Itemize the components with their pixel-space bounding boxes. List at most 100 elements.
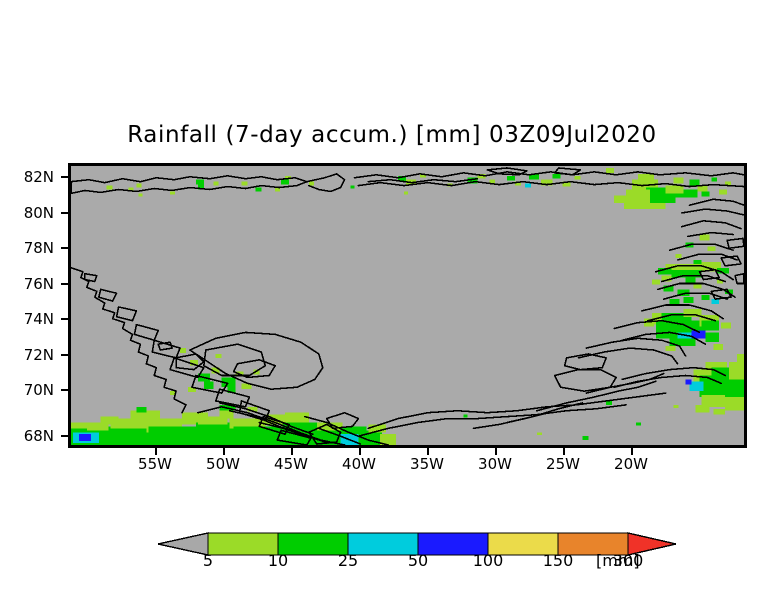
coastline-baffin-detail-2 [97, 288, 118, 302]
coastline-east-fjord-k [668, 243, 734, 251]
colorbar-label-150: 150 [542, 551, 574, 570]
coastline-south-greenland [367, 392, 667, 430]
coastline-baffin-detail-1 [84, 272, 98, 283]
map-plot-area [68, 163, 747, 448]
x-axis-label-35W: 35W [410, 455, 444, 473]
coastline-scoresby [621, 366, 726, 381]
y-axis-tick-82N [61, 176, 68, 178]
map-background [71, 166, 744, 445]
colorbar-label-100: 100 [472, 551, 504, 570]
coastline-disko-island [175, 353, 205, 371]
y-axis-tick-74N [61, 318, 68, 320]
x-axis-label-40W: 40W [342, 455, 376, 473]
x-axis-tick-55W [155, 448, 157, 455]
x-axis-tick-30W [495, 448, 497, 455]
coastline-layer [71, 167, 744, 445]
coastline-sw-detail [304, 415, 389, 445]
coastline-east-fjord-h [662, 292, 728, 300]
coastline-north-island-2 [553, 167, 582, 176]
x-axis-tick-45W [291, 448, 293, 455]
rainfall-region-scattered [350, 185, 679, 441]
coastline-east-fjord-f [647, 314, 717, 322]
x-axis-tick-40W [359, 448, 361, 455]
coastline-north-channel-a [367, 177, 479, 184]
y-axis-tick-80N [61, 212, 68, 214]
coastline-north-greenland [353, 171, 744, 179]
coastline-baffin-detail-6 [169, 357, 205, 379]
y-axis-label-74N: 74N [23, 310, 54, 328]
y-axis-label-82N: 82N [23, 168, 54, 186]
colorbar: 5 10 25 50 100 150 300 [mm] [0, 525, 784, 585]
y-axis-tick-70N [61, 389, 68, 391]
x-axis-tick-35W [427, 448, 429, 455]
coastline-east-fjord-o [688, 198, 744, 206]
colorbar-swatches [157, 532, 677, 556]
coastline-south-inner [308, 423, 342, 445]
y-axis-tick-78N [61, 247, 68, 249]
x-axis-label-50W: 50W [206, 455, 240, 473]
map-canvas [71, 166, 744, 445]
y-axis-label-68N: 68N [23, 427, 54, 445]
coastline-sw-inland [258, 421, 330, 444]
y-axis-label-70N: 70N [23, 381, 54, 399]
coastline-nares-strait [306, 173, 346, 193]
coastline-east-inner-2 [472, 411, 550, 430]
coastline-baffin-detail-8 [214, 388, 251, 408]
coastline-north-island-1 [486, 167, 528, 176]
coastline-ellesmere [71, 175, 308, 195]
chart-title: Rainfall (7-day accum.) [mm] 03Z09Jul202… [127, 122, 657, 148]
y-axis-label-78N: 78N [23, 239, 54, 257]
coastline-baffin-detail-7 [191, 374, 229, 394]
coastline-disko-bay [203, 343, 267, 377]
coastline-south-greenland-2 [357, 404, 627, 437]
colorbar-label-50: 50 [407, 551, 429, 570]
rainfall-region-southeast-cluster [643, 308, 732, 352]
x-axis-tick-25W [563, 448, 565, 455]
rainfall-region-east-fjords [651, 234, 734, 306]
colorbar-label-300: 300 [612, 551, 644, 570]
x-axis-tick-50W [223, 448, 225, 455]
rainfall-region-greenland-sea [685, 353, 744, 415]
coastline-baffin-detail-3 [115, 306, 138, 322]
coastline-east-island-2 [726, 237, 744, 250]
colorbar-segment-above-300 [627, 532, 677, 556]
coastline-south-bay [325, 411, 360, 430]
coastline-east-margin [536, 380, 657, 412]
x-axis-label-30W: 30W [478, 455, 512, 473]
coastline-inland-margin [189, 331, 324, 390]
y-axis-tick-68N [61, 435, 68, 437]
coastline-east-island-4 [698, 268, 721, 281]
coastline-east-fjord-e [641, 304, 724, 320]
coastline-east-fjord-i [654, 265, 734, 281]
coastline-east-fjord-b [577, 347, 679, 365]
colorbar-label-25: 25 [337, 551, 359, 570]
coastline-east-island-3 [710, 288, 732, 300]
coastline-east-island-5 [734, 272, 744, 285]
colorbar-unit-label: [mm] [596, 551, 640, 570]
y-axis-label-80N: 80N [23, 204, 54, 222]
coastline-north-greenland-inner [357, 180, 744, 188]
x-axis-label-55W: 55W [138, 455, 172, 473]
coastline-east-fjord-m [680, 220, 742, 230]
y-axis-label-76N: 76N [23, 275, 54, 293]
coastline-sw-fjord-1 [218, 402, 314, 436]
coastline-east-fjord-a [585, 337, 687, 357]
rainfall-region-north-canada [106, 175, 314, 197]
coastline-inland-small [232, 359, 276, 379]
coastline-east-island-1 [720, 255, 742, 267]
coastline-east-fjord-n [686, 231, 734, 238]
x-axis-tick-20W [631, 448, 633, 455]
coastline-east-lobe-2 [563, 353, 608, 371]
coastline-east-fjord-c [613, 319, 701, 334]
x-axis-label-25W: 25W [546, 455, 580, 473]
colorbar-label-5: 5 [202, 551, 214, 570]
coastline-east-fjord-d [621, 331, 707, 345]
x-axis-label-20W: 20W [614, 455, 648, 473]
rainfall-shading-layer [71, 167, 744, 445]
coastline-disko-small [157, 341, 173, 351]
y-axis-label-72N: 72N [23, 346, 54, 364]
x-axis-label-45W: 45W [274, 455, 308, 473]
coastline-baffin-detail-11 [276, 429, 312, 445]
y-axis-tick-76N [61, 283, 68, 285]
